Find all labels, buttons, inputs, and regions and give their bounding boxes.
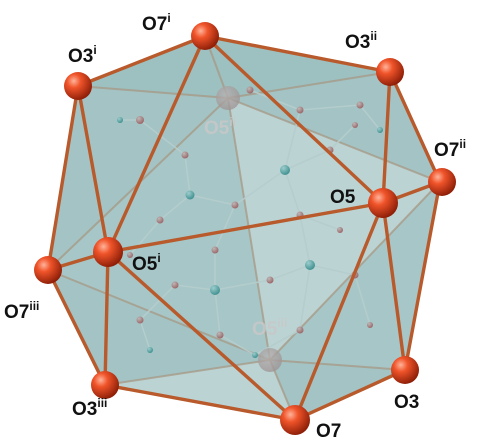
label-o3-ii: O3ii bbox=[345, 29, 377, 53]
atom-labels: O7i O3ii O3i O5ii O7ii O5 O5i O7iii O5ii… bbox=[4, 11, 466, 441]
inner-bonds bbox=[120, 89, 381, 356]
atom-o5-i bbox=[93, 237, 123, 267]
atom-o5 bbox=[368, 188, 398, 218]
label-o5: O5 bbox=[330, 187, 356, 208]
atom-o7-iii bbox=[34, 256, 62, 284]
label-o3-i: O3i bbox=[68, 43, 97, 67]
atom-o3-ii bbox=[376, 58, 404, 86]
atom-o3-i bbox=[64, 72, 92, 100]
atom-o3-iii bbox=[91, 371, 119, 399]
atom-o7-i bbox=[191, 22, 219, 50]
atom-o3 bbox=[391, 356, 419, 384]
back-vertex-atoms bbox=[216, 86, 282, 372]
inner-atoms bbox=[117, 86, 383, 358]
atom-o7 bbox=[280, 405, 310, 435]
label-o7: O7 bbox=[316, 421, 341, 441]
label-o7-iii: O7iii bbox=[4, 299, 39, 323]
front-edges bbox=[46, 34, 442, 422]
label-o5-i: O5i bbox=[132, 251, 161, 275]
label-o5-iii: O5iii bbox=[252, 316, 287, 340]
label-o5-ii: O5ii bbox=[204, 115, 236, 139]
atom-o7-ii bbox=[428, 168, 456, 196]
label-o3-iii: O3iii bbox=[72, 396, 107, 420]
label-o7-ii: O7ii bbox=[434, 137, 466, 161]
label-o3: O3 bbox=[394, 392, 419, 413]
label-o7-i: O7i bbox=[142, 11, 171, 35]
front-vertex-atoms bbox=[34, 22, 456, 435]
